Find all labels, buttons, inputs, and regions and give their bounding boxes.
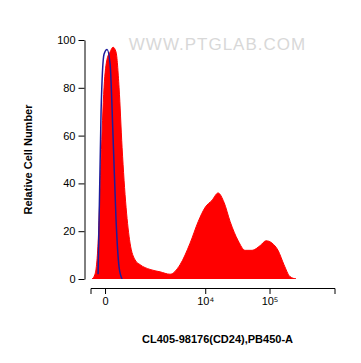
line-series (98, 50, 122, 279)
y-tick-mark (79, 183, 85, 184)
y-tick-mark (79, 279, 85, 280)
x-axis-line (91, 289, 335, 295)
chart: WWW.PTGLAB.COM 0 20 40 60 80 100 0 10⁴ 10⁵ CL405-9… (0, 0, 361, 363)
y-tick: 0 (69, 273, 84, 285)
plot-area (92, 47, 296, 279)
y-tick: 60 (63, 130, 84, 142)
x-axis: 0 10⁴ 10⁵ (91, 288, 335, 307)
x-tick: 0 (102, 288, 108, 307)
y-tick-mark (79, 136, 85, 137)
x-tick-mark (105, 288, 106, 294)
y-tick: 20 (63, 225, 84, 237)
x-tick-label: 10⁵ (262, 295, 279, 307)
x-axis-title: CL405-98176(CD24),PB450-A (142, 333, 293, 345)
y-tick-label: 0 (69, 273, 75, 285)
y-tick-mark (79, 88, 85, 89)
y-tick-label: 40 (63, 177, 75, 189)
x-tick-label: 0 (102, 295, 108, 307)
y-tick-mark (79, 40, 85, 41)
x-tick-label: 10⁴ (197, 295, 214, 307)
y-tick: 40 (63, 177, 84, 189)
x-tick-mark (205, 288, 206, 294)
x-tick: 10⁵ (262, 288, 279, 307)
y-tick: 80 (63, 82, 84, 94)
y-tick-label: 80 (63, 82, 75, 94)
y-axis-title: Relative Cell Number (22, 104, 34, 215)
x-tick: 10⁴ (197, 288, 214, 307)
y-tick-label: 20 (63, 225, 75, 237)
y-tick-mark (79, 231, 85, 232)
y-tick: 100 (57, 34, 84, 46)
y-axis: 0 20 40 60 80 100 (57, 34, 85, 285)
y-tick-label: 60 (63, 130, 75, 142)
x-tick-mark (270, 288, 271, 294)
y-tick-label: 100 (57, 34, 75, 46)
area-series (92, 47, 296, 279)
y-axis-line (85, 41, 86, 280)
watermark: WWW.PTGLAB.COM (129, 35, 306, 54)
